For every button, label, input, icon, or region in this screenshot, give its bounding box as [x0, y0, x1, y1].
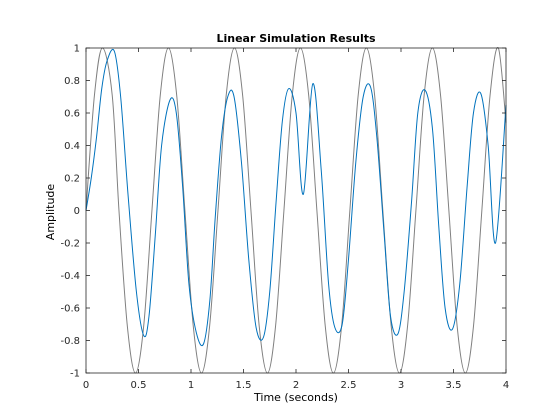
y-tick-label: -0.4: [60, 271, 80, 282]
x-tick-label: 2.5: [341, 380, 357, 391]
y-tick-label: -1: [70, 369, 80, 380]
x-axis-label: Time (seconds): [253, 391, 338, 404]
plot-area: [86, 48, 506, 373]
series-layer: [85, 47, 507, 374]
tick-layer: 0 0.5 1 1.5 2 2.5 3 3.5 4 -1 -0.8 -0.6 -0.4 -0.2 0 0.2 0…: [60, 44, 509, 392]
x-tick-label: 1.5: [236, 380, 252, 391]
x-tick-label: 3.5: [446, 380, 462, 391]
x-tick-label: 0: [83, 380, 89, 391]
y-tick-label: 0.6: [64, 109, 80, 120]
chart-title: Linear Simulation Results: [216, 32, 376, 45]
y-tick-label: 0.4: [64, 141, 80, 152]
x-tick-label: 3: [398, 380, 404, 391]
y-tick-label: 0.8: [64, 76, 80, 87]
y-tick-label: -0.6: [60, 304, 80, 315]
x-tick-label: 4: [503, 380, 509, 391]
x-tick-label: 2: [293, 380, 299, 391]
x-tick-label: 1: [188, 380, 194, 391]
series-line-1: [85, 47, 507, 374]
y-tick-label: -0.8: [60, 336, 80, 347]
y-axis-label: Amplitude: [44, 184, 57, 241]
y-tick-label: 0.2: [64, 174, 80, 185]
y-tick-label: -0.2: [60, 239, 80, 250]
series-line-2: [85, 48, 507, 347]
y-tick-label: 0: [74, 206, 80, 217]
y-tick-label: 1: [74, 44, 80, 55]
x-tick-label: 0.5: [131, 380, 147, 391]
